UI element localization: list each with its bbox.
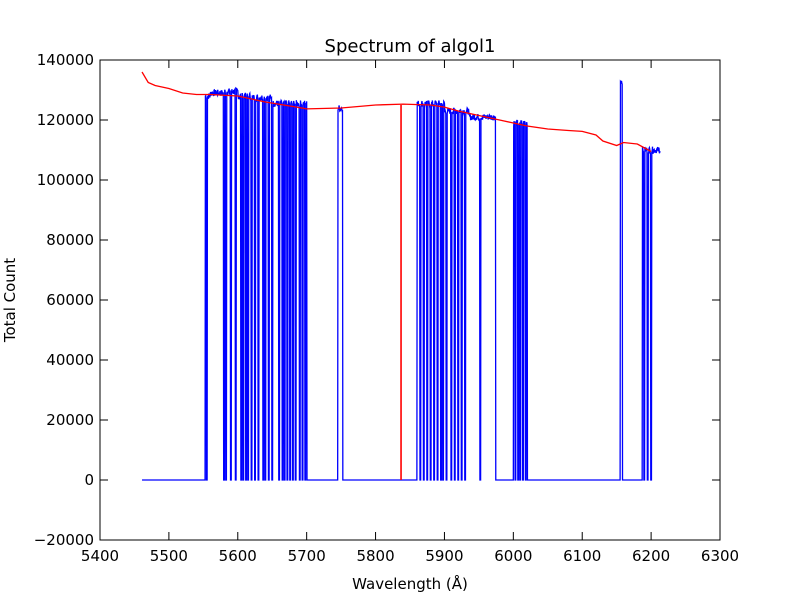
x-tick-label: 6300 [701,547,739,565]
y-axis-label: Total Count [1,258,19,343]
y-tick-label: −20000 [34,531,94,549]
plot-area [141,71,661,481]
x-tick-label: 5400 [81,547,119,565]
y-tick-label: 60000 [46,291,94,309]
y-tick-label: 140000 [37,51,94,69]
y-tick-label: 80000 [46,231,94,249]
x-axis-label: Wavelength (Å) [352,574,468,593]
chart-title: Spectrum of algol1 [325,36,496,57]
x-tick-label: 5800 [356,547,394,565]
y-tick-label: 120000 [37,111,94,129]
plot-frame [99,59,721,541]
x-tick-label: 6100 [563,547,601,565]
y-tick-label: 20000 [46,411,94,429]
x-tick-label: 6200 [632,547,670,565]
y-tick-label: 100000 [37,171,94,189]
fit-line [141,71,652,153]
x-tick-label: 5600 [219,547,257,565]
x-tick-label: 6000 [494,547,532,565]
x-axis: 5400 5500 5600 5700 5800 5900 6000 6100 6200 6300 [81,60,739,565]
y-axis: −20000 0 20000 40000 60000 80000 100000 120000 1… [34,51,720,549]
x-tick-label: 5700 [288,547,326,565]
x-tick-label: 5900 [425,547,463,565]
x-tick-label: 5500 [150,547,188,565]
y-tick-label: 40000 [46,351,94,369]
y-tick-label: 0 [84,471,94,489]
